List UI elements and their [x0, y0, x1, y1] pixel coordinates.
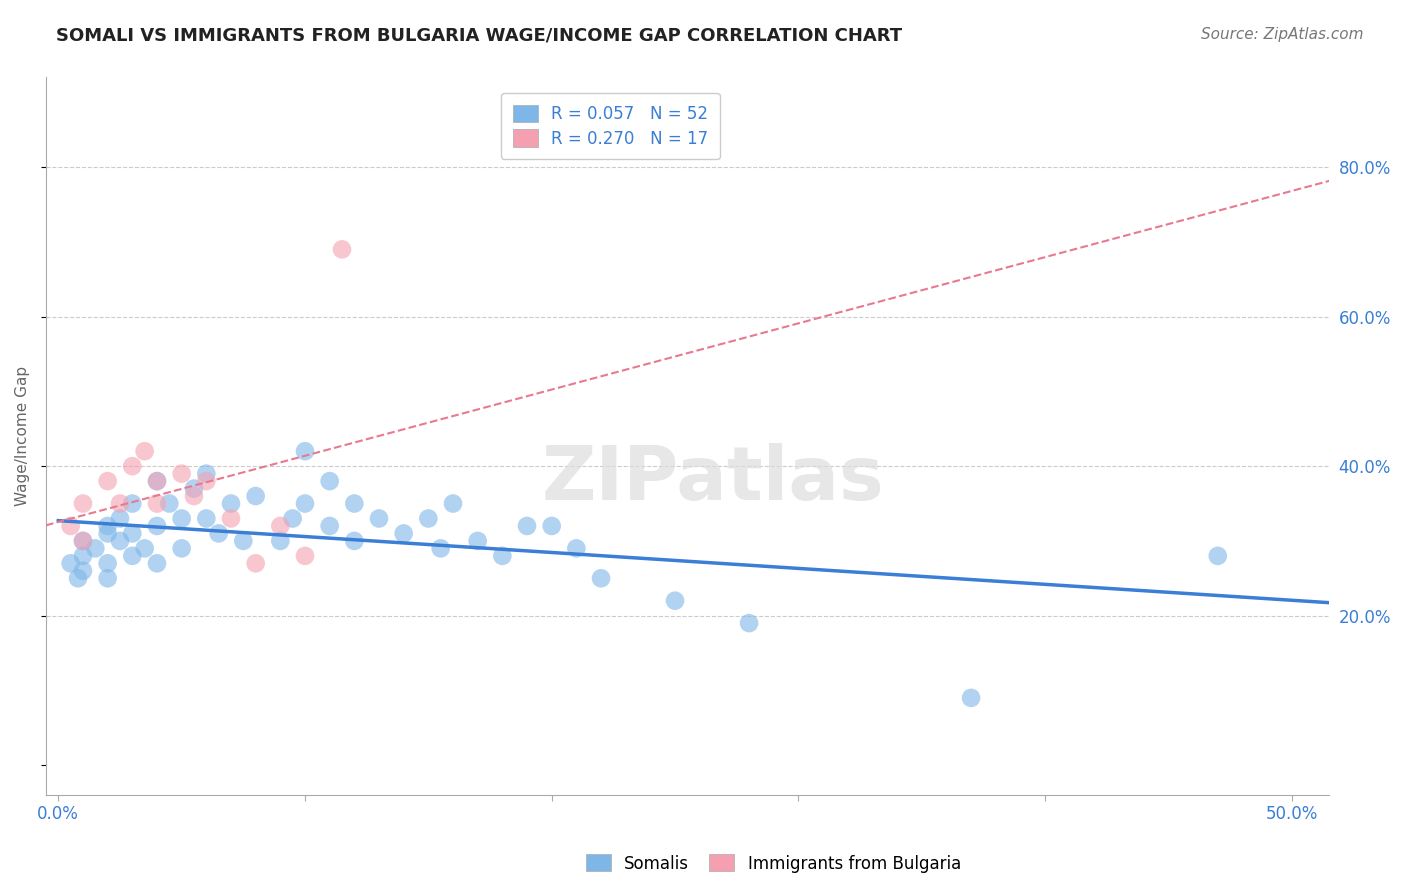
Point — [516, 519, 538, 533]
Point — [59, 557, 82, 571]
Point — [121, 549, 143, 563]
Point — [157, 496, 180, 510]
Y-axis label: Wage/Income Gap: Wage/Income Gap — [15, 367, 30, 507]
Text: Source: ZipAtlas.com: Source: ZipAtlas.com — [1201, 27, 1364, 42]
Point — [368, 511, 391, 525]
Point — [183, 482, 205, 496]
Point — [72, 549, 94, 563]
Point — [121, 459, 143, 474]
Point — [343, 533, 366, 548]
Point — [67, 571, 90, 585]
Point — [146, 496, 169, 510]
Point — [281, 511, 304, 525]
Point — [146, 474, 169, 488]
Point — [219, 511, 242, 525]
Point — [97, 526, 120, 541]
Point — [589, 571, 612, 585]
Legend: R = 0.057   N = 52, R = 0.270   N = 17: R = 0.057 N = 52, R = 0.270 N = 17 — [501, 93, 720, 160]
Point — [72, 564, 94, 578]
Point — [121, 496, 143, 510]
Point — [318, 519, 340, 533]
Point — [294, 549, 316, 563]
Point — [664, 593, 686, 607]
Point — [392, 526, 415, 541]
Point — [134, 444, 156, 458]
Point — [72, 496, 94, 510]
Point — [108, 511, 131, 525]
Point — [269, 533, 291, 548]
Point — [467, 533, 489, 548]
Point — [97, 519, 120, 533]
Point — [294, 444, 316, 458]
Point — [195, 511, 218, 525]
Point — [429, 541, 451, 556]
Point — [738, 616, 761, 631]
Point — [72, 533, 94, 548]
Point — [245, 557, 267, 571]
Point — [146, 474, 169, 488]
Point — [540, 519, 562, 533]
Point — [1206, 549, 1229, 563]
Point — [183, 489, 205, 503]
Point — [960, 690, 983, 705]
Point — [491, 549, 513, 563]
Point — [219, 496, 242, 510]
Point — [72, 533, 94, 548]
Legend: Somalis, Immigrants from Bulgaria: Somalis, Immigrants from Bulgaria — [579, 847, 967, 880]
Point — [195, 467, 218, 481]
Point — [97, 571, 120, 585]
Point — [146, 519, 169, 533]
Point — [330, 243, 353, 257]
Point — [269, 519, 291, 533]
Point — [170, 511, 193, 525]
Point — [108, 533, 131, 548]
Point — [232, 533, 254, 548]
Point — [245, 489, 267, 503]
Point — [318, 474, 340, 488]
Point — [108, 496, 131, 510]
Point — [59, 519, 82, 533]
Point — [97, 557, 120, 571]
Point — [441, 496, 464, 510]
Point — [208, 526, 231, 541]
Point — [294, 496, 316, 510]
Point — [84, 541, 107, 556]
Point — [418, 511, 440, 525]
Point — [343, 496, 366, 510]
Point — [146, 557, 169, 571]
Point — [195, 474, 218, 488]
Point — [565, 541, 588, 556]
Point — [170, 541, 193, 556]
Point — [97, 474, 120, 488]
Point — [134, 541, 156, 556]
Point — [121, 526, 143, 541]
Text: SOMALI VS IMMIGRANTS FROM BULGARIA WAGE/INCOME GAP CORRELATION CHART: SOMALI VS IMMIGRANTS FROM BULGARIA WAGE/… — [56, 27, 903, 45]
Text: ZIPatlas: ZIPatlas — [541, 442, 884, 516]
Point — [170, 467, 193, 481]
